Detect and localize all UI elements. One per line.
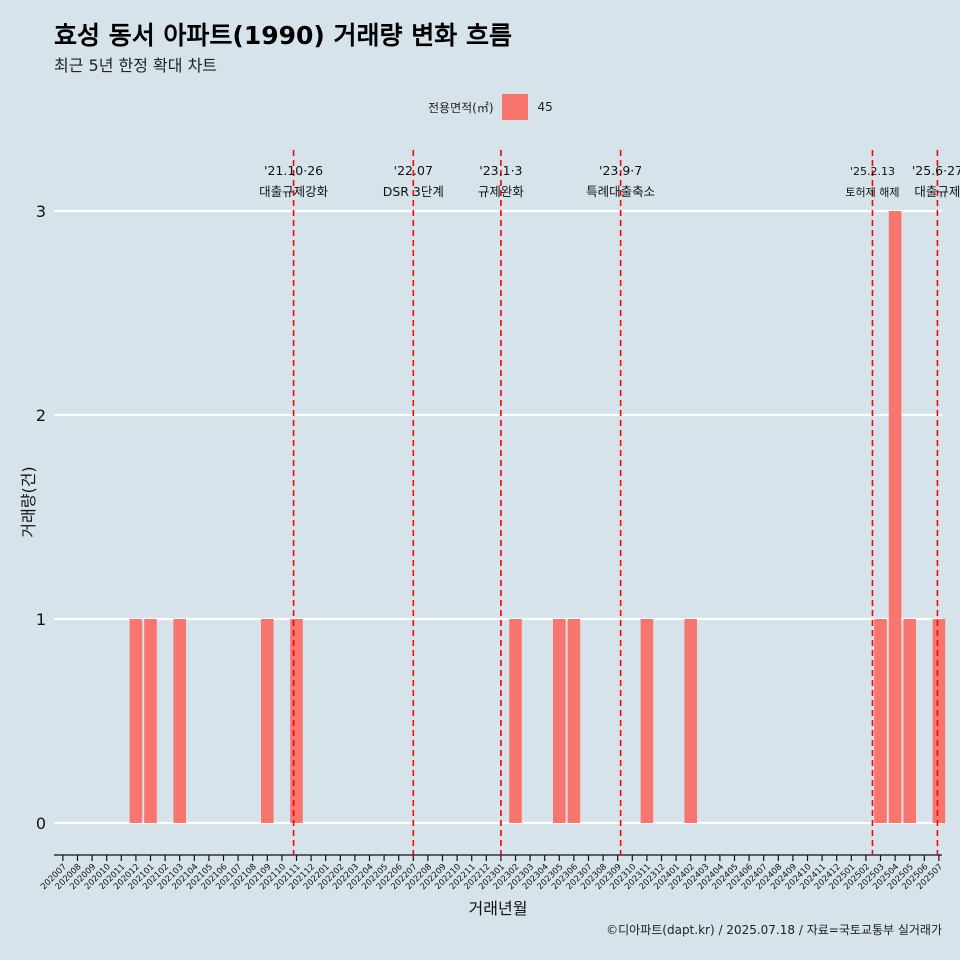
y-tick-label: 2: [36, 406, 46, 425]
bar: [173, 619, 186, 823]
bar: [290, 619, 303, 823]
legend-title: 전용면적(㎡): [428, 100, 494, 115]
bar: [888, 211, 902, 823]
bar: [567, 619, 581, 823]
event-label: 대출규제: [914, 184, 960, 199]
event-date: '23.9·7: [599, 163, 642, 178]
bar: [903, 619, 916, 823]
event-label: 토허제 해제: [845, 185, 899, 199]
event-date: '25.2.13: [850, 165, 895, 178]
source-caption: ©디아파트(dapt.kr) / 2025.07.18 / 자료=국토교통부 실…: [606, 923, 942, 937]
bar: [874, 619, 887, 823]
bar: [553, 619, 566, 823]
chart-subtitle: 최근 5년 한정 확대 차트: [54, 56, 218, 75]
legend: 전용면적(㎡) 45: [428, 94, 553, 120]
y-tick-label: 1: [36, 610, 46, 629]
event-label: 특례대출축소: [586, 184, 655, 199]
event-date: '25.6·27: [912, 163, 960, 178]
y-tick-label: 0: [36, 814, 46, 833]
bar: [932, 619, 946, 823]
x-axis-title: 거래년월: [469, 899, 528, 918]
y-axis-title: 거래량(건): [19, 466, 38, 537]
legend-swatch: [501, 94, 528, 120]
event-date: '23.1·3: [479, 163, 522, 178]
y-tick-label: 3: [36, 202, 46, 221]
event-date: '22.07: [394, 163, 433, 178]
legend-label: 45: [537, 100, 553, 114]
bar: [684, 619, 697, 823]
event-label: DSR 3단계: [383, 184, 444, 199]
chart-title: 효성 동서 아파트(1990) 거래량 변화 흐름: [54, 21, 512, 50]
event-label: 규제완화: [478, 184, 525, 199]
bar: [261, 619, 274, 823]
bar: [129, 619, 143, 823]
bar: [509, 619, 522, 823]
bar: [640, 619, 654, 823]
bar: [144, 619, 157, 823]
event-date: '21.10·26: [264, 163, 323, 178]
event-label: 대출규제강화: [259, 184, 329, 199]
